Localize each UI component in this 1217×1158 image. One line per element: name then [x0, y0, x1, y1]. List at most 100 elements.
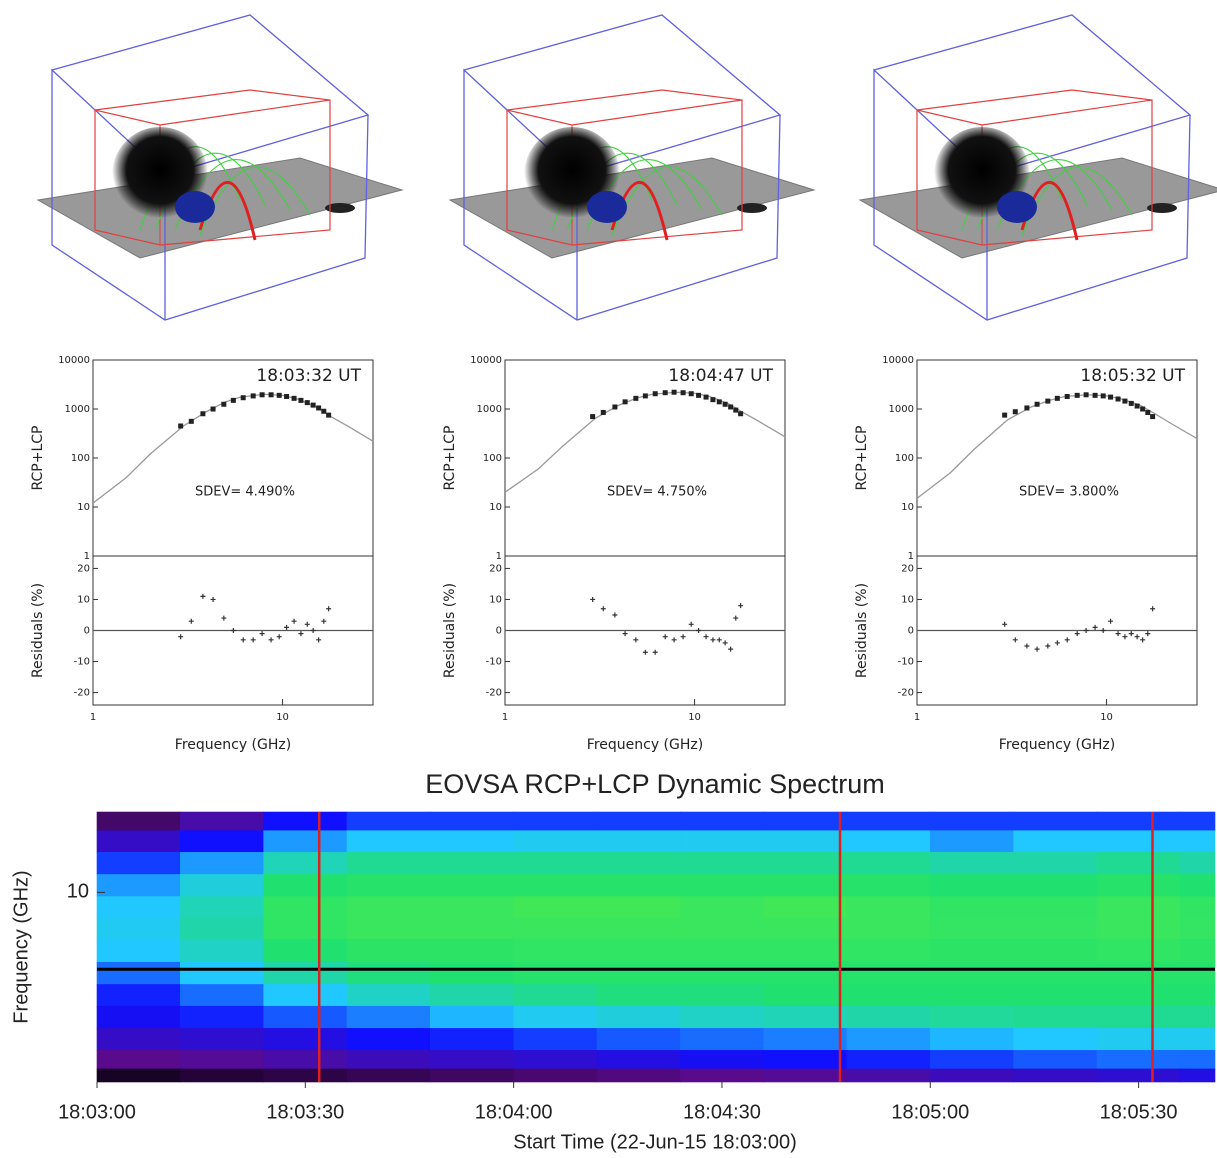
heatmap-cell	[430, 938, 514, 963]
y-axis-label: Residuals (%)	[30, 583, 46, 678]
x-axis-label: Frequency (GHz)	[175, 737, 291, 753]
data-point	[738, 411, 744, 417]
residual-point	[1083, 628, 1089, 633]
residual-point	[612, 612, 618, 618]
residual-point	[1115, 631, 1121, 637]
heatmap-cell	[180, 811, 264, 831]
heatmap-cell	[1179, 1028, 1216, 1051]
heatmap-cell	[180, 1050, 264, 1070]
residual-point	[688, 621, 694, 627]
model-render	[858, 13, 1217, 322]
heatmap-cell	[430, 1050, 514, 1070]
heatmap-cell	[180, 830, 264, 853]
data-point	[590, 414, 596, 420]
heatmap-cell	[513, 874, 598, 897]
heatmap-cell	[846, 1028, 931, 1051]
y-tick-label: -10	[898, 657, 914, 668]
x-tick-label: 10	[1100, 712, 1113, 723]
data-point	[662, 390, 668, 396]
heatmap-cell	[180, 1005, 264, 1029]
residual-point	[240, 637, 246, 643]
heatmap-cell	[513, 1005, 598, 1029]
heatmap-cell	[180, 961, 264, 985]
heatmap-cell	[1013, 1050, 1098, 1070]
heatmap-cell	[929, 852, 1014, 875]
heatmap-cell	[96, 917, 181, 940]
heatmap-cell	[680, 852, 764, 875]
residual-point	[1002, 621, 1008, 627]
residual-point	[268, 637, 274, 643]
heatmap-cell	[513, 938, 598, 963]
heatmap-cell	[680, 1005, 764, 1029]
heatmap-cell	[96, 811, 181, 831]
data-point	[1134, 403, 1140, 409]
heatmap-cell	[1179, 830, 1216, 853]
heatmap-cell	[1096, 1068, 1181, 1083]
residual-point	[259, 631, 265, 637]
heatmap-cell	[1179, 984, 1216, 1007]
residual-point	[1054, 640, 1060, 646]
data-point	[1150, 414, 1156, 420]
y-axis-label: Residuals (%)	[442, 583, 458, 678]
data-point	[652, 391, 658, 397]
residual-point	[321, 618, 327, 624]
heatmap-cell	[596, 811, 681, 831]
residual-point	[310, 628, 316, 633]
residual-point	[1024, 643, 1030, 649]
data-point	[1002, 412, 1008, 418]
heatmap-cell	[96, 874, 181, 897]
data-point	[268, 392, 274, 398]
heatmap-cell	[180, 852, 264, 875]
data-point	[326, 412, 332, 418]
heatmap-cell	[929, 830, 1014, 853]
heatmap-cell	[96, 1005, 181, 1029]
heatmap-cell	[96, 830, 181, 853]
data-point	[733, 407, 739, 413]
heatmap-cell	[346, 811, 431, 831]
residual-point	[298, 631, 304, 637]
heatmap-cell	[846, 1050, 931, 1070]
data-point	[680, 390, 686, 396]
residual-point	[1122, 634, 1128, 640]
residual-point	[1034, 646, 1040, 652]
heatmap-cell	[596, 917, 681, 940]
heatmap-cell	[430, 961, 514, 985]
data-point	[298, 397, 304, 403]
heatmap-cell	[846, 1068, 931, 1083]
heatmap-cell	[1096, 1005, 1181, 1029]
heatmap-cell	[430, 984, 514, 1007]
data-point	[1054, 395, 1060, 401]
data-point	[1024, 405, 1030, 411]
model-render	[36, 13, 404, 322]
data-point	[642, 393, 648, 399]
heatmap-cell	[846, 852, 931, 875]
residual-point	[284, 624, 290, 630]
heatmap-cell	[263, 961, 348, 985]
heatmap-cell	[430, 811, 514, 831]
heatmap-cell	[846, 830, 931, 853]
heatmap-cell	[1013, 852, 1098, 875]
y-tick-label: 1	[496, 551, 502, 562]
heatmap-cell	[596, 896, 681, 919]
heatmap-cell	[180, 1068, 264, 1083]
heatmap-cell	[763, 917, 848, 940]
heatmap-cell	[596, 984, 681, 1007]
heatmap-cell	[513, 961, 598, 985]
residual-point	[671, 637, 677, 643]
x-tick-label: 18:05:00	[891, 1101, 969, 1123]
heatmap-cell	[346, 1050, 431, 1070]
heatmap-cell	[1096, 874, 1181, 897]
heatmap-cell	[180, 938, 264, 963]
data-point	[259, 392, 265, 398]
x-axis-label: Frequency (GHz)	[587, 737, 703, 753]
heatmap-cell	[180, 874, 264, 897]
heatmap-cell	[680, 874, 764, 897]
heatmap-cell	[346, 938, 431, 963]
heatmap-cell	[96, 1050, 181, 1070]
y-axis-label: RCP+LCP	[442, 426, 458, 491]
y-tick-label: 10	[77, 594, 90, 605]
heatmap-cell	[846, 811, 931, 831]
residual-point	[1140, 637, 1146, 643]
heatmap-cell	[1013, 961, 1098, 985]
residual-point	[1045, 643, 1051, 649]
